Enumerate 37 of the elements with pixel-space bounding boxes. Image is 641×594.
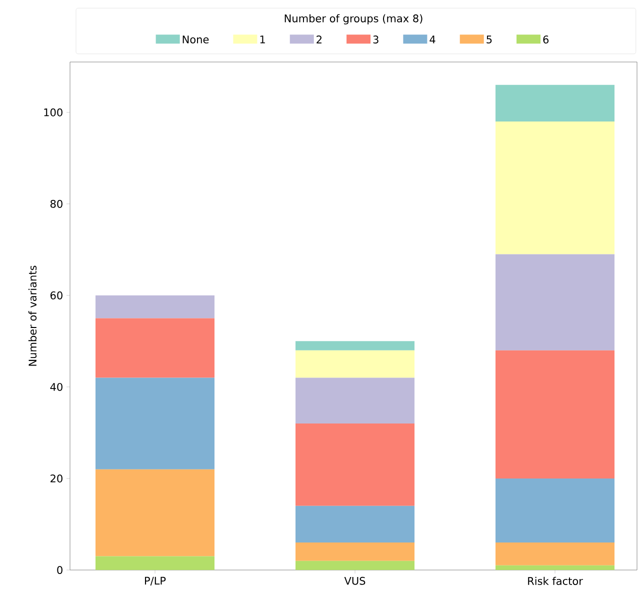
bar: [496, 84, 615, 122]
x-tick-label: VUS: [344, 576, 366, 585]
bar: [296, 506, 415, 543]
bar: [496, 565, 615, 570]
y-tick-label: 60: [50, 291, 62, 300]
bar: [496, 350, 615, 478]
bar: [96, 318, 214, 378]
bar: [296, 350, 415, 378]
legend-label: 4: [430, 36, 436, 44]
bar: [96, 469, 214, 556]
legend-label: 1: [260, 36, 265, 44]
y-axis-title: Number of variants: [28, 266, 37, 366]
y-tick-label: 80: [50, 200, 62, 208]
bar: [296, 424, 415, 506]
bar: [296, 560, 415, 570]
bar: [496, 121, 615, 254]
legend-label: 2: [316, 36, 322, 44]
y-tick-label: 40: [50, 382, 62, 391]
legend-label: 3: [373, 36, 378, 44]
bar: [96, 295, 214, 318]
legend-label: None: [182, 36, 209, 44]
y-tick-label: 20: [50, 474, 62, 482]
bar: [96, 556, 214, 570]
bar: [496, 254, 615, 350]
legend-label: 6: [543, 36, 549, 44]
bar: [496, 478, 615, 543]
y-tick-label: 0: [57, 566, 62, 574]
bar: [496, 542, 615, 566]
y-tick-label: 100: [44, 108, 62, 116]
bar: [296, 378, 415, 424]
bar: [296, 542, 415, 561]
x-tick-label: P/LP: [145, 576, 166, 586]
x-tick-label: Risk factor: [528, 576, 583, 585]
legend-title: Number of groups (max 8): [284, 14, 422, 24]
legend-label: 5: [486, 36, 492, 44]
bar: [96, 378, 214, 470]
bar: [296, 341, 415, 350]
